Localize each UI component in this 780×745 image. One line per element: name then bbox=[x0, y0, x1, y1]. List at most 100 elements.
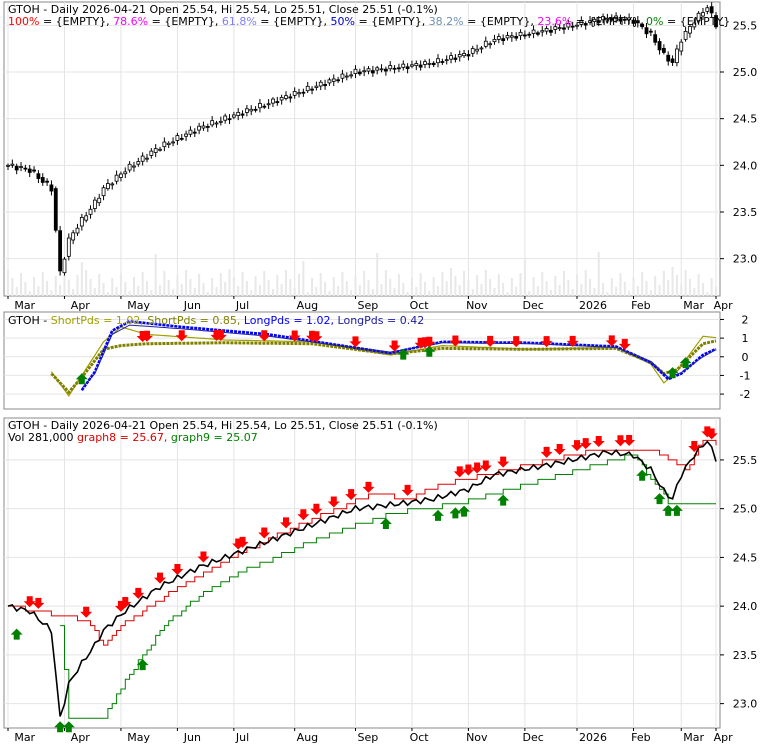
signal-panel-lines bbox=[7, 439, 717, 719]
fib-618-value: = {EMPTY}, bbox=[257, 15, 331, 28]
sell-arrow bbox=[119, 597, 132, 609]
candle-body bbox=[557, 27, 562, 30]
candle-body bbox=[184, 133, 188, 137]
candle-body bbox=[449, 55, 453, 60]
volume-bar bbox=[341, 272, 344, 296]
oscillator-grid bbox=[4, 318, 720, 395]
volume-bar bbox=[33, 277, 36, 296]
candle-body bbox=[231, 114, 236, 118]
x-tick-label: 2026 bbox=[579, 731, 607, 744]
buy-arrow bbox=[670, 504, 683, 516]
candle-body bbox=[218, 120, 223, 123]
volume-bar bbox=[167, 280, 170, 296]
x-tick-label: Apr bbox=[71, 299, 91, 312]
x-tick-label: Mar bbox=[683, 299, 704, 312]
candle-body bbox=[383, 68, 388, 72]
oscillator-signals bbox=[75, 329, 692, 385]
sell-arrow bbox=[605, 335, 618, 347]
volume-bar bbox=[437, 286, 440, 296]
volume-bar bbox=[463, 271, 466, 296]
volume-bar bbox=[597, 252, 600, 296]
volume-bar bbox=[93, 288, 96, 296]
volume-bar bbox=[11, 278, 14, 296]
x-tick-label: Dec bbox=[523, 299, 544, 312]
fib-786-label: 78.6% bbox=[113, 15, 148, 28]
candle-body bbox=[279, 96, 284, 101]
volume-bar bbox=[176, 275, 179, 296]
sell-arrow bbox=[80, 606, 93, 618]
candle-body bbox=[45, 180, 49, 183]
candle-body bbox=[49, 184, 54, 192]
volume-bar bbox=[154, 254, 157, 296]
sell-arrow bbox=[171, 563, 184, 575]
volume-bar bbox=[397, 274, 400, 296]
candle-body bbox=[675, 48, 679, 64]
volume-bar bbox=[636, 286, 639, 296]
candle-body bbox=[271, 98, 275, 104]
volume-bar bbox=[389, 279, 392, 296]
volume-bar bbox=[549, 290, 552, 296]
volume-bar bbox=[367, 280, 370, 296]
volume-bar bbox=[519, 273, 522, 296]
candle-body bbox=[266, 103, 271, 106]
candle-body bbox=[370, 70, 375, 74]
volume-bar bbox=[319, 273, 322, 296]
volume-bar bbox=[328, 291, 331, 296]
volume-bar bbox=[124, 282, 127, 296]
buy-arrow bbox=[54, 721, 67, 733]
volume-bar bbox=[180, 284, 183, 296]
y-tick-label: -1 bbox=[740, 369, 751, 382]
candle-body bbox=[388, 65, 393, 70]
candle-body bbox=[696, 12, 701, 22]
candle-body bbox=[531, 29, 536, 34]
volume-bar bbox=[85, 270, 88, 296]
candle-body bbox=[344, 75, 349, 78]
candle-body bbox=[470, 48, 475, 54]
volume-bar bbox=[380, 284, 383, 296]
candle-body bbox=[6, 164, 10, 167]
y-tick-label: 1 bbox=[742, 332, 749, 345]
fib-786-value: = {EMPTY}, bbox=[148, 15, 222, 28]
signal-legend-graph9: graph9 = 25.07 bbox=[171, 431, 258, 444]
x-tick-label: Mar bbox=[683, 731, 704, 744]
signal-panel: 23.0 23.5 24.0 24.5 25.0 25.5 Mar Apr May Jun Jul… bbox=[3, 417, 757, 744]
volume-bar bbox=[641, 272, 644, 296]
candle-body bbox=[23, 167, 28, 170]
volume-bar bbox=[484, 270, 487, 296]
candle-body bbox=[609, 17, 614, 21]
candle-body bbox=[453, 57, 458, 60]
x-tick-label: Nov bbox=[466, 731, 488, 744]
volume-bar bbox=[115, 287, 118, 296]
candle-body bbox=[253, 108, 258, 111]
candle-body bbox=[401, 63, 406, 68]
volume-bar bbox=[393, 288, 396, 296]
volume-bar bbox=[450, 268, 453, 296]
candle-body bbox=[657, 41, 662, 51]
buy-arrow bbox=[666, 367, 679, 379]
candle-body bbox=[509, 35, 514, 38]
x-tick-label: Jul bbox=[235, 299, 249, 312]
candle-body bbox=[58, 230, 63, 272]
candle-body bbox=[314, 85, 319, 88]
candle-body bbox=[692, 22, 697, 28]
volume-bar bbox=[410, 278, 413, 296]
candle-body bbox=[140, 155, 145, 162]
candle-body bbox=[562, 27, 566, 30]
candle-body bbox=[375, 67, 380, 71]
sell-arrow bbox=[349, 336, 362, 348]
sell-arrow bbox=[571, 440, 584, 452]
volume-bar bbox=[24, 282, 27, 296]
signal-legend-graph8: graph8 = 25.67, bbox=[77, 431, 171, 444]
candle-body bbox=[575, 24, 579, 27]
oscillator-legend-long-fast: LongPds = 1.02, bbox=[244, 314, 338, 327]
volume-bar bbox=[224, 282, 227, 296]
candle-body bbox=[479, 47, 484, 50]
volume-bar bbox=[345, 281, 348, 296]
sell-arrow bbox=[401, 484, 414, 496]
volume-bar bbox=[298, 274, 301, 296]
sell-arrow bbox=[297, 509, 310, 521]
oscillator-legend-ticker: GTOH - bbox=[8, 314, 51, 327]
close-price-line bbox=[7, 440, 717, 717]
candle-body bbox=[544, 28, 549, 32]
sell-arrow bbox=[453, 466, 466, 478]
